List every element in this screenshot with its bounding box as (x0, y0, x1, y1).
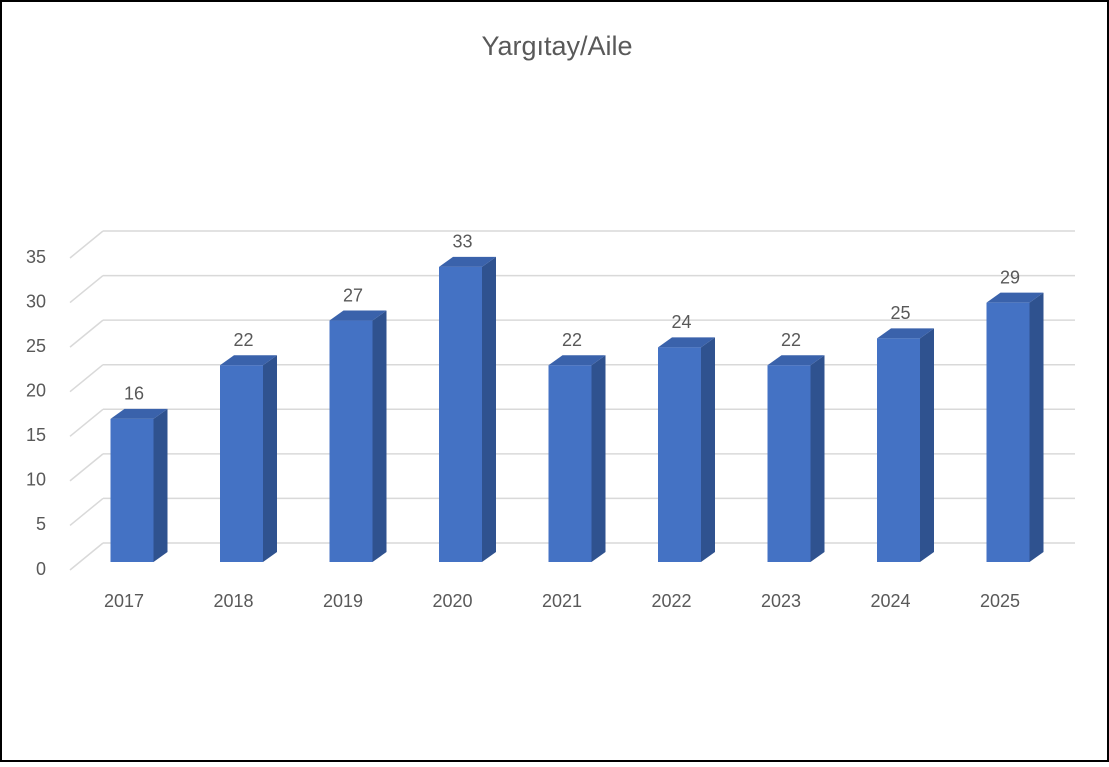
y-tick-label: 10 (26, 470, 46, 490)
bar-top (548, 355, 606, 366)
bar-top (986, 292, 1044, 303)
data-label: 33 (452, 232, 472, 252)
x-tick-label: 2020 (432, 591, 472, 611)
grid-line (69, 408, 104, 437)
bar (767, 365, 811, 562)
grid-line (69, 497, 104, 527)
x-tick-label: 2023 (761, 591, 801, 611)
bar (439, 266, 482, 562)
bar-side (1029, 292, 1044, 562)
bar-top (110, 408, 168, 419)
data-label: 22 (233, 330, 253, 350)
bar-side (810, 355, 825, 562)
data-label: 29 (1000, 267, 1020, 287)
bar-side (701, 337, 715, 562)
x-tick-label: 2024 (870, 591, 910, 611)
bar (548, 365, 592, 562)
grid-line (69, 453, 104, 482)
grid-line (69, 230, 104, 259)
bar (329, 320, 373, 562)
bar-side (372, 310, 387, 562)
x-tick-label: 2017 (104, 591, 144, 611)
y-tick-label: 35 (26, 247, 46, 267)
x-tick-label: 2021 (542, 591, 582, 611)
grid-line (69, 364, 104, 393)
grid-line (69, 542, 104, 571)
grid-line (69, 319, 104, 348)
bar (877, 338, 920, 562)
chart-title: Yargıtay/Aile (481, 31, 632, 61)
y-tick-label: 30 (26, 291, 46, 311)
data-label: 22 (781, 330, 801, 350)
bar-top (439, 256, 496, 267)
y-tick-label: 20 (26, 380, 46, 400)
bar-top (658, 337, 715, 348)
data-label: 27 (343, 285, 363, 305)
bar-top (877, 328, 934, 339)
y-tick-label: 5 (36, 514, 46, 534)
bar-top (220, 355, 277, 366)
bar-side (920, 328, 934, 562)
data-label: 24 (671, 312, 691, 332)
x-tick-label: 2018 (213, 591, 253, 611)
bar-side (482, 256, 496, 562)
bar-top (329, 310, 387, 321)
bar (658, 347, 701, 562)
bar-side (591, 355, 606, 562)
y-tick-label: 25 (26, 336, 46, 356)
x-tick-label: 2022 (651, 591, 691, 611)
data-label: 25 (890, 303, 910, 323)
x-tick-label: 2025 (980, 591, 1020, 611)
grid-line (69, 274, 104, 304)
y-tick-label: 15 (26, 425, 46, 445)
y-tick-label: 0 (36, 559, 46, 579)
bar-side (153, 408, 168, 562)
data-label: 22 (562, 330, 582, 350)
bar-top (767, 355, 825, 366)
x-tick-label: 2019 (323, 591, 363, 611)
data-label: 16 (124, 384, 144, 404)
bar (220, 365, 263, 562)
bar (986, 302, 1030, 562)
bar-side (263, 355, 277, 562)
bar (110, 418, 154, 562)
